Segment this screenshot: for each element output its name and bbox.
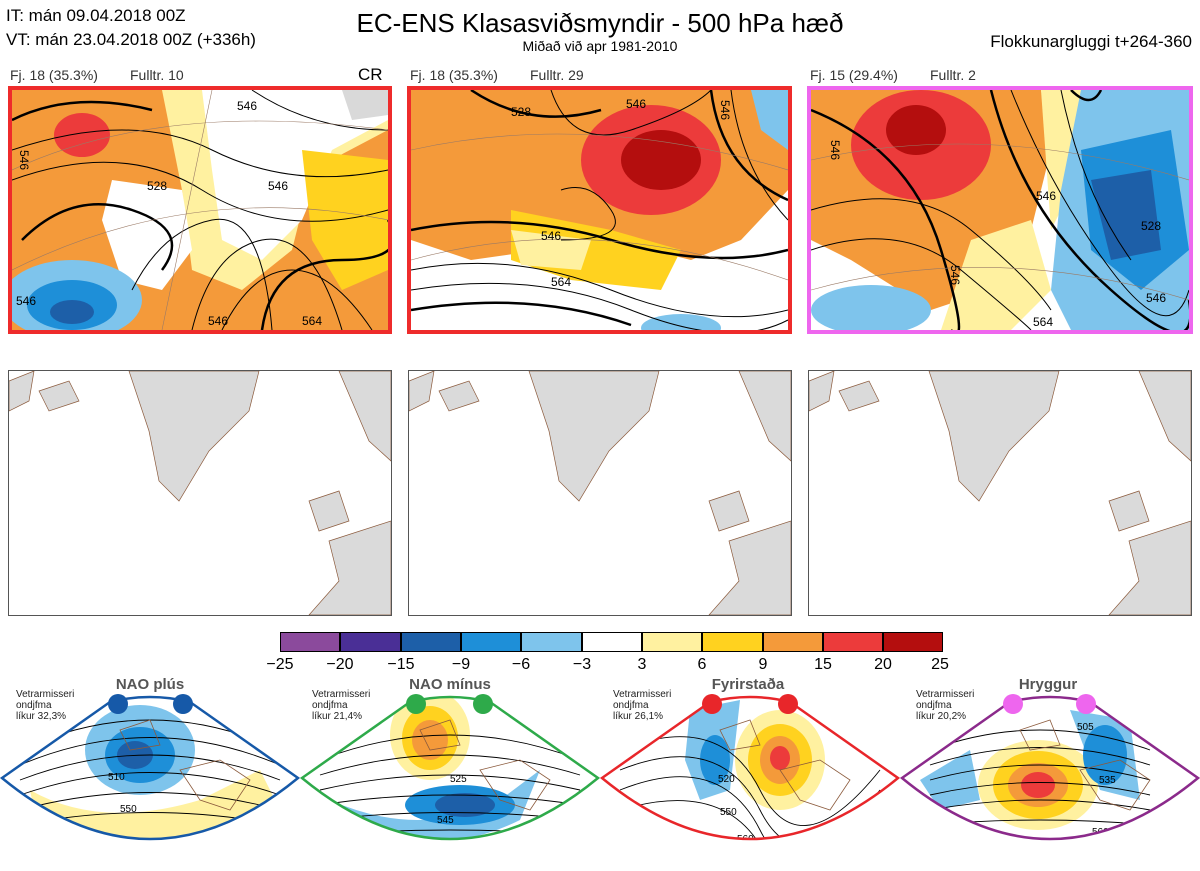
page-subtitle: Miðað við apr 1981-2010 bbox=[522, 38, 678, 54]
regime-2-marker bbox=[406, 694, 426, 714]
panel-1-member-label: Fulltr. 10 bbox=[130, 67, 184, 83]
panel-3-contour-label: 564 bbox=[1033, 315, 1053, 329]
regime-3-contour-label: 520 bbox=[718, 774, 735, 785]
base-map-2 bbox=[408, 370, 792, 616]
colorbar-tick: −15 bbox=[387, 656, 415, 673]
regime-2-contour-label: 565 bbox=[447, 849, 464, 860]
valid-time: VT: mán 23.04.2018 00Z (+336h) bbox=[6, 30, 256, 49]
regime-2-fan: 525 545 565 bbox=[300, 690, 600, 870]
colorbar-tick: 3 bbox=[637, 656, 647, 673]
colorbar-tick: −6 bbox=[511, 656, 531, 673]
colorbar-tick: 15 bbox=[814, 656, 832, 673]
panel-3-contour-label: 528 bbox=[1141, 219, 1161, 233]
regime-3-contour-label: 550 bbox=[720, 807, 737, 818]
panel-1-cluster-label: Fj. 18 (35.3%) bbox=[10, 67, 98, 83]
regime-4-marker bbox=[1003, 694, 1023, 714]
colorbar-tick: 9 bbox=[758, 656, 768, 673]
colorbar-segment bbox=[642, 632, 702, 652]
panel-3-cluster-label: Fj. 15 (29.4%) bbox=[810, 67, 898, 83]
colorbar-tick: 20 bbox=[874, 656, 892, 673]
panel-2-member-label: Fulltr. 29 bbox=[530, 67, 584, 83]
panel-3-member-label: Fulltr. 2 bbox=[930, 67, 976, 83]
regime-1-contour-label: 510 bbox=[108, 772, 125, 783]
regime-1-fan: 510 550 bbox=[0, 690, 300, 870]
regime-3-contour-label: 560 bbox=[737, 834, 754, 845]
panel-2-contour-label: 528 bbox=[511, 105, 531, 119]
cluster-map-panel-3: 546 528 546 546 546 564 bbox=[807, 86, 1193, 334]
cluster-map-panel-1: 546 546 528 546 546 564 546 bbox=[8, 86, 392, 334]
panel-1-tag: CR bbox=[358, 65, 383, 84]
regime-2-title: NAO mínus bbox=[409, 676, 491, 693]
panel-1-contour-label: 546 bbox=[237, 99, 257, 113]
panel-2-contour-label: 546 bbox=[718, 100, 732, 120]
colorbar-segment bbox=[702, 632, 763, 652]
regime-1-marker bbox=[173, 694, 193, 714]
colorbar-tick: −25 bbox=[266, 656, 294, 673]
colorbar-segment bbox=[582, 632, 642, 652]
panel-1-contour-label: 546 bbox=[268, 179, 288, 193]
panel-2-contour-label: 546 bbox=[541, 229, 561, 243]
regime-2-contour-label: 525 bbox=[450, 774, 467, 785]
regime-2-marker bbox=[473, 694, 493, 714]
panel-1-contour-label: 546 bbox=[16, 294, 36, 308]
colorbar-tick: −9 bbox=[451, 656, 471, 673]
clustering-window: Flokkunargluggi t+264-360 bbox=[990, 32, 1192, 51]
panel-1-contour-label: 528 bbox=[147, 179, 167, 193]
panel-1-contour-label: 546 bbox=[208, 314, 228, 328]
colorbar-segment bbox=[883, 632, 943, 652]
regime-3-title: Fyrirstaða bbox=[711, 676, 785, 693]
panel-3-contour-label: 546 bbox=[828, 140, 842, 160]
colorbar-segment bbox=[823, 632, 883, 652]
panel-2-cluster-label: Fj. 18 (35.3%) bbox=[410, 67, 498, 83]
regime-4-fan: 505 535 560 bbox=[900, 690, 1200, 870]
panel-1-contour-label: 546 bbox=[17, 150, 31, 170]
colorbar-segment bbox=[461, 632, 521, 652]
panel-3-contour-label: 546 bbox=[1036, 189, 1056, 203]
regime-4-title: Hryggur bbox=[1018, 676, 1078, 693]
regime-1-marker bbox=[108, 694, 128, 714]
regime-4-contour-label: 535 bbox=[1099, 775, 1116, 786]
regime-1-contour-label: 550 bbox=[120, 804, 137, 815]
colorbar-segment bbox=[401, 632, 461, 652]
initial-time: IT: mán 09.04.2018 00Z bbox=[6, 6, 186, 25]
base-map-3 bbox=[808, 370, 1192, 616]
panel-3-contour-label: 546 bbox=[1146, 291, 1166, 305]
regime-2-contour-label: 545 bbox=[437, 815, 454, 826]
regime-2-stat: Vetrarmisseri ondjfma líkur 21,4% bbox=[312, 689, 371, 722]
panel-2-contour-label: 564 bbox=[551, 275, 571, 289]
colorbar-tick: 6 bbox=[697, 656, 707, 673]
regime-4-marker bbox=[1076, 694, 1096, 714]
regime-3-stat: Vetrarmisseri ondjfma líkur 26,1% bbox=[613, 689, 672, 722]
regime-4-contour-label: 505 bbox=[1077, 722, 1094, 733]
regime-3-fan: 520 550 560 bbox=[600, 690, 900, 870]
colorbar-segment bbox=[340, 632, 401, 652]
panel-1-contour-label: 564 bbox=[302, 314, 322, 328]
colorbar-tick: 25 bbox=[931, 656, 949, 673]
regime-3-marker bbox=[702, 694, 722, 714]
regime-1-title: NAO plús bbox=[115, 676, 185, 693]
colorbar-segment bbox=[763, 632, 823, 652]
regime-1-stat: Vetrarmisseri ondjfma líkur 32,3% bbox=[16, 689, 75, 722]
cluster-map-panel-2: 528 546 546 546 564 bbox=[407, 86, 792, 334]
colorbar-segment bbox=[280, 632, 340, 652]
base-map-1 bbox=[8, 370, 392, 616]
regime-3-marker bbox=[778, 694, 798, 714]
colorbar-segment bbox=[521, 632, 582, 652]
panel-2-contour-label: 546 bbox=[626, 97, 646, 111]
colorbar-tick: −20 bbox=[326, 656, 354, 673]
panel-3-contour-label: 546 bbox=[948, 265, 962, 285]
colorbar-tick: −3 bbox=[572, 656, 592, 673]
page-title: EC-ENS Klasasviðsmyndir - 500 hPa hæð bbox=[356, 8, 844, 38]
regime-4-stat: Vetrarmisseri ondjfma líkur 20,2% bbox=[916, 689, 975, 722]
